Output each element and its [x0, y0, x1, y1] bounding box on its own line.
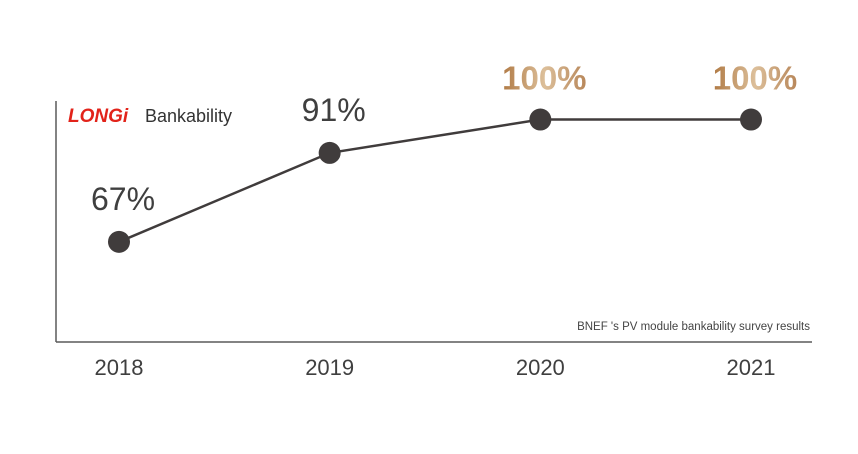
data-label-2021: 100% — [713, 60, 797, 97]
source-note: BNEF 's PV module bankability survey res… — [577, 321, 810, 333]
data-label-2018: 67% — [91, 181, 155, 217]
x-tick-label-2019: 2019 — [305, 355, 354, 380]
chart-title: Bankability — [145, 106, 232, 126]
data-point-2020 — [529, 108, 552, 131]
x-tick-label-2018: 2018 — [95, 355, 144, 380]
longi-logo: LONGi — [68, 106, 129, 127]
data-point-2021 — [740, 108, 762, 131]
data-points — [108, 108, 762, 253]
data-labels: 67% 91% 100% 100% — [91, 60, 797, 217]
x-tick-label-2021: 2021 — [727, 355, 776, 380]
x-tick-label-2020: 2020 — [516, 355, 565, 380]
data-point-2019 — [318, 141, 341, 164]
data-point-2018 — [108, 230, 130, 253]
series-line — [118, 118, 751, 244]
data-label-2019: 91% — [302, 92, 366, 128]
x-tick-labels: 2018 2019 2020 2021 — [95, 355, 776, 380]
data-label-2020: 100% — [502, 60, 586, 97]
